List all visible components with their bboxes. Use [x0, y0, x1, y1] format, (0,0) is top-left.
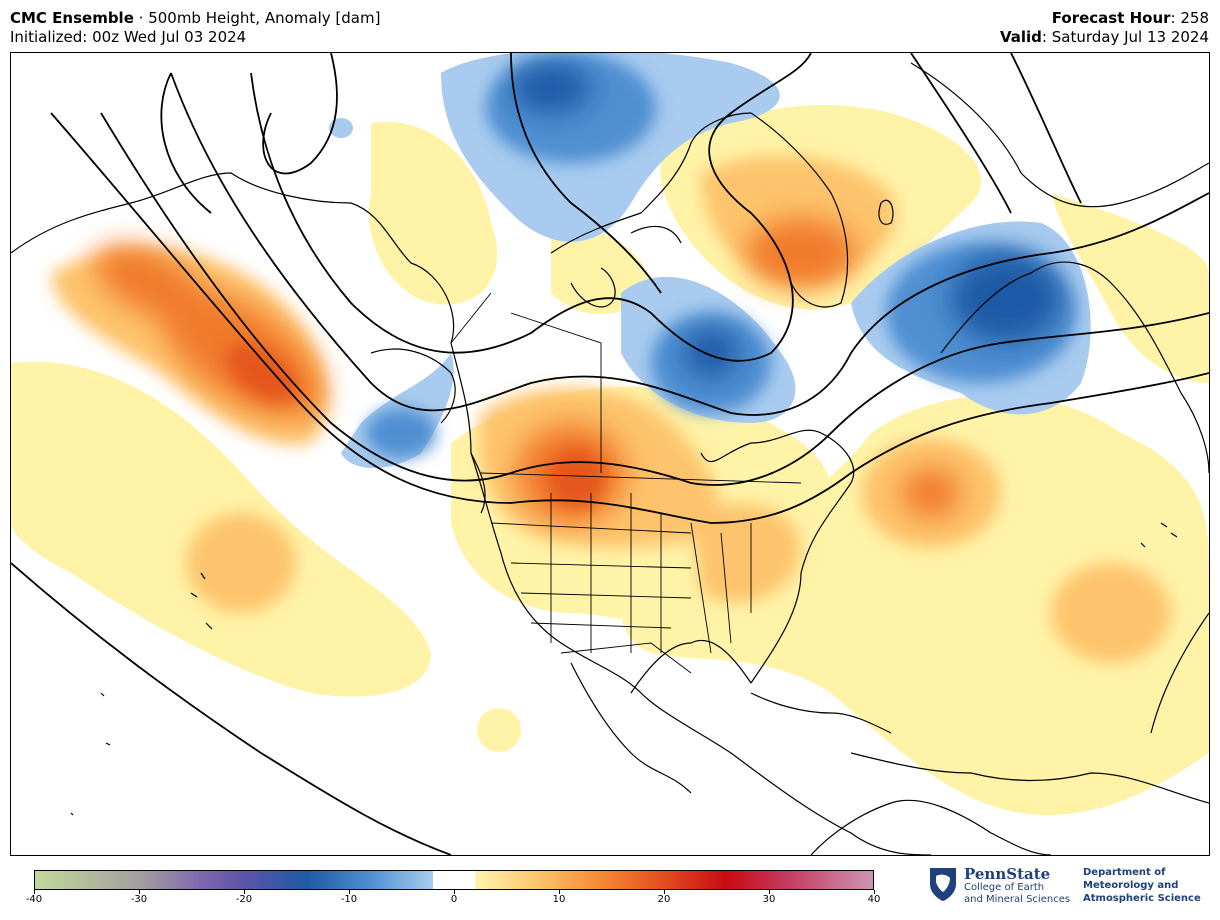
colorbar [34, 870, 874, 890]
colorbar-tick-label: -30 [130, 894, 148, 905]
department-line3: Atmospheric Science [1083, 893, 1201, 904]
forecast-hour-label: Forecast Hour [1051, 9, 1171, 27]
colorbar-tickmark [874, 890, 875, 894]
colorbar-tickmark [349, 890, 350, 894]
department-line1: Department of [1083, 867, 1166, 878]
title-separator: · [133, 9, 149, 27]
valid-time: Valid: Saturday Jul 13 2024 [1000, 28, 1209, 46]
colorbar-tick-label: -10 [340, 894, 358, 905]
colorbar-tick-label: 10 [552, 894, 566, 905]
college-name-line2: and Mineral Sciences [964, 894, 1071, 905]
psu-logo: PennState College of Earth and Mineral S… [928, 865, 1208, 909]
model-name: CMC Ensemble [10, 9, 134, 27]
peak-negative-anomaly-cores [511, 63, 1061, 378]
forecast-hour-value: : 258 [1170, 9, 1209, 27]
colorbar-tick-label: 40 [867, 894, 881, 905]
colorbar-tick-label: 30 [762, 894, 776, 905]
forecast-hour: Forecast Hour: 258 [1052, 9, 1209, 27]
colorbar-tickmark [34, 890, 35, 894]
colorbar-tickmark [559, 890, 560, 894]
height-contours [11, 53, 1209, 855]
valid-value: : Saturday Jul 13 2024 [1041, 28, 1209, 46]
coastlines [11, 62, 1209, 855]
valid-label: Valid [999, 28, 1042, 46]
colorbar-ticks: -40 -30 -20 -10 0 10 20 30 40 [26, 890, 880, 912]
colorbar-tickmark [454, 890, 455, 894]
colorbar-tick-label: -40 [25, 894, 43, 905]
colorbar-tick-label: 20 [657, 894, 671, 905]
colorbar-tickmark [769, 890, 770, 894]
nittany-lion-shield-icon [930, 868, 956, 901]
product-name: 500mb Height, Anomaly [dam] [148, 9, 381, 27]
colorbar-tickmark [664, 890, 665, 894]
init-time: Initialized: 00z Wed Jul 03 2024 [10, 28, 247, 46]
political-boundaries [450, 292, 802, 674]
university-name: PennState [964, 865, 1051, 883]
anomaly-map [10, 52, 1210, 856]
department-line2: Meteorology and [1083, 880, 1179, 891]
colorbar-tickmark [244, 890, 245, 894]
colorbar-tickmark [139, 890, 140, 894]
colorbar-tick-label: 0 [450, 894, 458, 905]
map-title: CMC Ensemble · 500mb Height, Anomaly [da… [10, 9, 380, 27]
college-name-line1: College of Earth [964, 882, 1045, 893]
colorbar-tick-label: -20 [235, 894, 253, 905]
